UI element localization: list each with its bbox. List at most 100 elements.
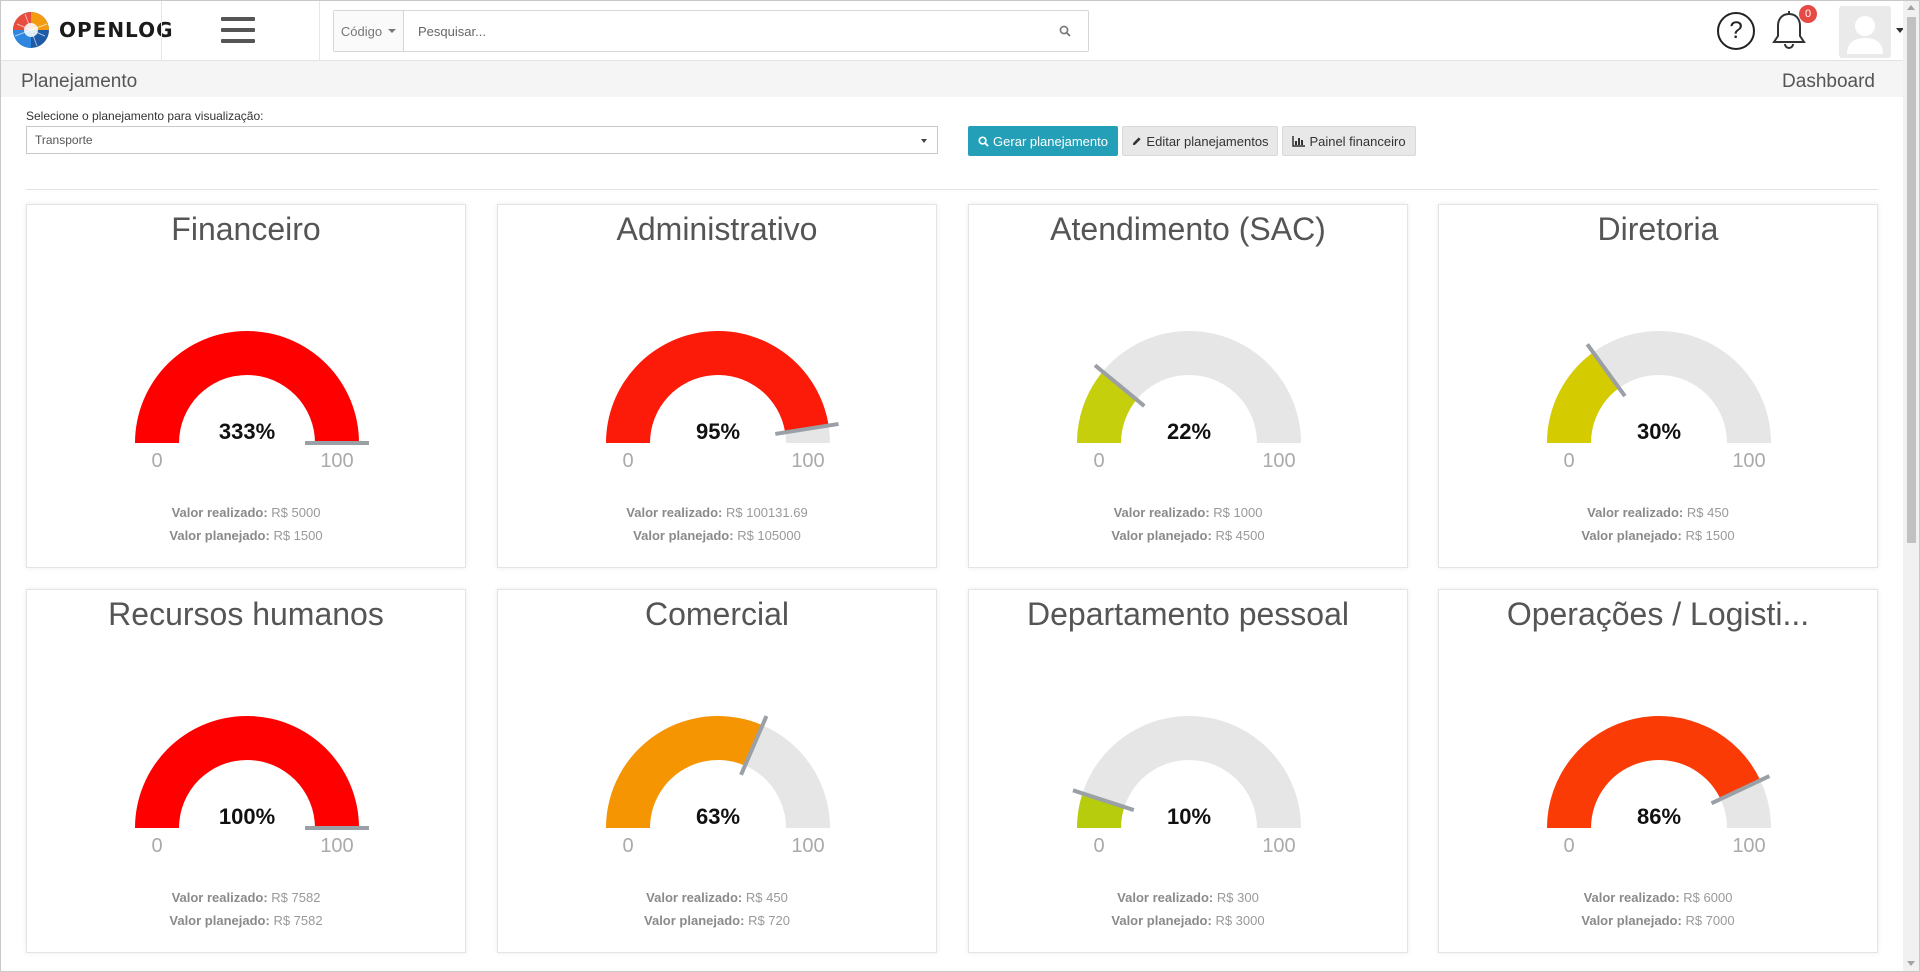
generate-planning-label: Gerar planejamento: [993, 133, 1108, 149]
gauge-chart: 100% 0 100: [135, 716, 369, 857]
help-button[interactable]: ?: [1717, 12, 1755, 50]
help-icon: ?: [1729, 17, 1743, 44]
gauge-percent-label: 30%: [1637, 419, 1681, 444]
scroll-up-arrow-icon[interactable]: [1907, 5, 1915, 10]
gauge-chart: 95% 0 100: [606, 330, 839, 472]
planned-label: Valor planejado:: [1581, 528, 1682, 543]
planned-value: R$ 7000: [1685, 913, 1735, 928]
brand-logo[interactable]: OPENLOG: [11, 9, 174, 51]
gauge-value-band: [1077, 793, 1125, 828]
user-avatar[interactable]: [1839, 6, 1891, 58]
realized-value: R$ 6000: [1683, 890, 1733, 905]
breadcrumb-dashboard-link[interactable]: Dashboard: [1782, 71, 1875, 92]
scroll-down-arrow-icon[interactable]: [1907, 961, 1915, 966]
gauge-chart: 63% 0 100: [606, 715, 830, 857]
planned-row: Valor planejado: R$ 7582: [27, 909, 465, 932]
realized-row: Valor realizado: R$ 1000: [969, 501, 1407, 524]
gauge-needle: [1072, 788, 1135, 812]
divider: [26, 189, 1878, 190]
gauge-min-label: 0: [622, 835, 633, 857]
bell-icon: [1772, 11, 1806, 49]
user-icon: [1847, 16, 1883, 54]
gauge-min-label: 0: [1093, 450, 1104, 472]
chevron-down-icon: [388, 29, 397, 33]
bar-chart-icon: [1292, 135, 1306, 147]
user-menu-caret-icon[interactable]: [1896, 28, 1904, 33]
gauge-needle: [1093, 363, 1146, 408]
realized-value: R$ 7582: [271, 890, 321, 905]
search-button[interactable]: [1042, 11, 1088, 51]
search-icon: [1059, 25, 1071, 37]
gauge-max-label: 100: [320, 835, 353, 857]
planning-select-label: Selecione o planejamento para visualizaç…: [26, 109, 264, 123]
gauge-min-label: 0: [151, 835, 162, 857]
menu-toggle-button[interactable]: [221, 17, 255, 43]
gauge-card-departamento-pessoal: Departamento pessoal 10% 0 100 Valor reali…: [968, 589, 1408, 953]
gauge-max-label: 100: [320, 450, 353, 472]
scrollbar-thumb[interactable]: [1907, 17, 1916, 543]
hamburger-icon: [221, 17, 255, 21]
card-title: Operações / Logisti...: [1506, 596, 1810, 632]
gauge-value-band: [1547, 352, 1620, 443]
realized-row: Valor realizado: R$ 450: [1439, 501, 1877, 524]
realized-row: Valor realizado: R$ 6000: [1439, 886, 1877, 909]
divider: [319, 1, 320, 60]
planned-row: Valor planejado: R$ 105000: [498, 524, 936, 547]
realized-label: Valor realizado:: [1113, 505, 1210, 520]
gauge-needle: [1710, 774, 1771, 806]
gauge-min-label: 0: [1563, 450, 1574, 472]
gauge-percent-label: 63%: [696, 804, 740, 829]
breadcrumb: Planejamento Dashboard: [1, 61, 1903, 97]
realized-label: Valor realizado:: [171, 890, 268, 905]
card-title: Diretoria: [1597, 211, 1719, 247]
gauge-card-operacoes-logistica: Operações / Logisti... 86% 0 100 Valor rea…: [1438, 589, 1878, 953]
card-stats: Valor realizado: R$ 300 Valor planejado:…: [969, 886, 1407, 932]
planned-label: Valor planejado:: [169, 913, 270, 928]
planned-value: R$ 4500: [1215, 528, 1265, 543]
edit-plannings-button[interactable]: Editar planejamentos: [1122, 126, 1278, 156]
vertical-scrollbar[interactable]: [1903, 1, 1919, 971]
gauge-percent-label: 22%: [1167, 419, 1211, 444]
financial-panel-label: Painel financeiro: [1309, 133, 1406, 149]
card-stats: Valor realizado: R$ 450 Valor planejado:…: [1439, 501, 1877, 547]
planned-label: Valor planejado:: [1111, 528, 1212, 543]
realized-value: R$ 300: [1216, 890, 1259, 905]
gauge-needle: [774, 421, 839, 436]
card-title: Recursos humanos: [108, 596, 384, 632]
planned-label: Valor planejado:: [644, 913, 745, 928]
planned-value: R$ 720: [748, 913, 790, 928]
planned-row: Valor planejado: R$ 3000: [969, 909, 1407, 932]
gauge-max-label: 100: [791, 450, 824, 472]
realized-label: Valor realizado:: [646, 890, 743, 905]
planned-row: Valor planejado: R$ 4500: [969, 524, 1407, 547]
planned-row: Valor planejado: R$ 1500: [1439, 524, 1877, 547]
gauge-background-band: [1077, 331, 1301, 443]
card-title: Comercial: [644, 596, 790, 632]
gauge-card-administrativo: Administrativo 95% 0 100 Valor realizado: …: [497, 204, 937, 568]
realized-value: R$ 450: [1686, 505, 1729, 520]
planning-select[interactable]: Transporte: [26, 126, 938, 154]
card-title: Atendimento (SAC): [1050, 211, 1326, 247]
financial-panel-button[interactable]: Painel financeiro: [1282, 126, 1416, 156]
realized-label: Valor realizado:: [171, 505, 268, 520]
top-navbar: OPENLOG Código ?: [1, 1, 1904, 61]
card-stats: Valor realizado: R$ 1000 Valor planejado…: [969, 501, 1407, 547]
gauge-value-band: [606, 330, 829, 443]
gauge-percent-label: 95%: [696, 419, 740, 444]
gauge-percent-label: 86%: [1637, 804, 1681, 829]
generate-planning-button[interactable]: Gerar planejamento: [968, 126, 1118, 156]
search-bar: Código: [333, 10, 1089, 52]
gauge-needle: [1585, 343, 1627, 398]
planned-value: R$ 105000: [737, 528, 801, 543]
planned-value: R$ 1500: [273, 528, 323, 543]
search-input[interactable]: [404, 11, 1042, 51]
gauge-chart: 22% 0 100: [1077, 331, 1301, 472]
divider: [161, 1, 162, 60]
notifications-button[interactable]: [1769, 10, 1809, 52]
page-title: Planejamento: [21, 71, 138, 92]
search-code-dropdown[interactable]: Código: [334, 11, 404, 51]
planned-row: Valor planejado: R$ 720: [498, 909, 936, 932]
gauge-max-label: 100: [1262, 450, 1295, 472]
gauge-percent-label: 333%: [219, 419, 275, 444]
